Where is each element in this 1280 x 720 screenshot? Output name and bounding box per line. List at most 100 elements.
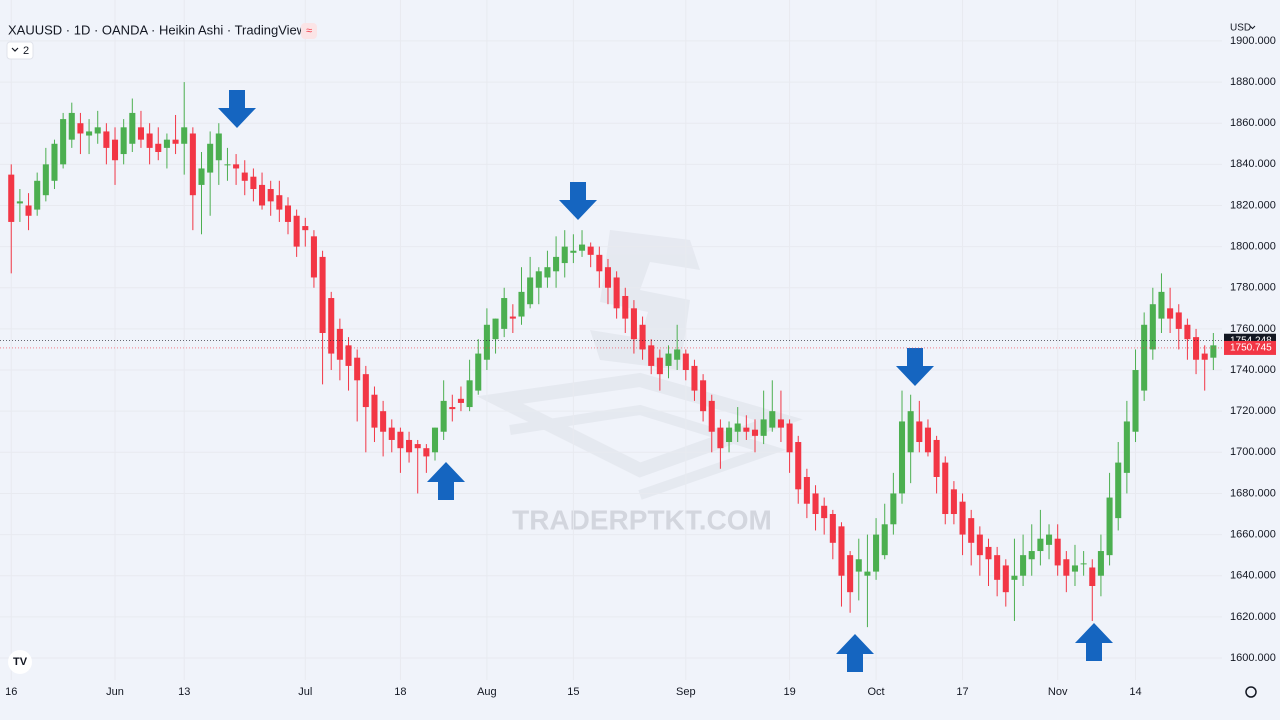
price-tag-label: 1754.248 xyxy=(1230,335,1272,346)
currency-caret xyxy=(1249,25,1256,30)
candle-body xyxy=(60,119,67,165)
candle-body xyxy=(933,439,940,477)
candle-body xyxy=(198,168,205,185)
candle-body xyxy=(1175,312,1182,329)
candle-body xyxy=(51,143,58,181)
tv-logo[interactable]: TV xyxy=(13,656,28,668)
chevron xyxy=(11,47,19,52)
candle-body xyxy=(544,267,551,278)
x-tick-label: 16 xyxy=(5,686,17,698)
candle-body xyxy=(354,357,361,381)
candle-body xyxy=(103,131,110,148)
candle-body xyxy=(665,353,672,366)
candle-body xyxy=(1193,337,1200,360)
candle-body xyxy=(924,427,931,453)
candle-body xyxy=(380,411,387,432)
candle-body xyxy=(622,295,629,319)
candle-body xyxy=(362,374,369,408)
candle-body xyxy=(881,524,888,556)
x-tick-label: Aug xyxy=(477,686,497,698)
candle-body xyxy=(1184,324,1191,340)
candle-body xyxy=(1020,555,1027,576)
candle-body xyxy=(1106,497,1113,556)
y-tick-label: 1840.000 xyxy=(1230,158,1276,170)
candle-body xyxy=(414,444,421,449)
candle-body xyxy=(42,164,49,196)
candle-body xyxy=(890,493,897,525)
candle-body xyxy=(587,246,594,255)
y-tick-label: 1640.000 xyxy=(1230,570,1276,582)
x-tick-label: Jun xyxy=(106,686,124,698)
candle-body xyxy=(717,427,724,449)
y-tick-label: 1660.000 xyxy=(1230,528,1276,540)
candle-body xyxy=(345,345,352,366)
candle-body xyxy=(527,277,534,305)
candle-body xyxy=(501,298,508,329)
candle-body xyxy=(336,328,343,360)
y-tick-label: 1760.000 xyxy=(1230,323,1276,335)
candle-body xyxy=(224,164,231,166)
candle-body xyxy=(760,419,767,436)
candle-body xyxy=(950,489,957,515)
candle-body xyxy=(1080,563,1087,565)
candle-body xyxy=(86,131,93,136)
candle-body xyxy=(1141,324,1148,391)
candle-body xyxy=(596,254,603,272)
price-tag xyxy=(1224,340,1276,355)
candle-body xyxy=(838,526,845,576)
price-tag-label: 1750.745 xyxy=(1230,343,1272,354)
candle-body xyxy=(241,172,248,181)
arrows xyxy=(218,90,1113,672)
x-tick-label: 17 xyxy=(956,686,968,698)
candle-body xyxy=(847,555,854,593)
candle-body xyxy=(812,493,819,515)
candle-body xyxy=(457,398,464,403)
y-tick-label: 1880.000 xyxy=(1230,76,1276,88)
indicator-count: 2 xyxy=(23,45,29,57)
candle-body xyxy=(172,139,179,144)
x-tick-label: Oct xyxy=(868,686,885,698)
candle-body xyxy=(942,462,949,515)
candle-body xyxy=(821,505,828,519)
candle-body xyxy=(613,277,620,309)
candle-body xyxy=(388,427,395,440)
status-icon: ≈ xyxy=(306,25,312,37)
x-tick-label: 19 xyxy=(783,686,795,698)
x-tick-label: 13 xyxy=(178,686,190,698)
candle-body xyxy=(916,421,923,443)
x-tick-label: Jul xyxy=(298,686,312,698)
candle-body xyxy=(34,180,41,210)
currency[interactable]: USD xyxy=(1230,23,1251,34)
x-tick-label: Sep xyxy=(676,686,696,698)
y-tick-label: 1860.000 xyxy=(1230,117,1276,129)
candle-body xyxy=(181,127,188,144)
candle-body xyxy=(163,139,170,148)
candle-body xyxy=(1097,551,1104,576)
x-tick-label: 15 xyxy=(567,686,579,698)
candle-body xyxy=(803,476,810,504)
arrow-down xyxy=(896,348,934,386)
arrow-down xyxy=(218,90,256,128)
candle-body xyxy=(94,127,101,134)
candle-body xyxy=(111,139,119,161)
tv-logo-bg xyxy=(8,650,32,674)
candle-body xyxy=(1028,551,1035,560)
candle-body xyxy=(371,394,378,428)
candle-body xyxy=(1132,370,1139,432)
settings-icon[interactable] xyxy=(1245,686,1257,698)
y-tick-label: 1620.000 xyxy=(1230,611,1276,623)
axes: 1600.000 1620.000 1640.000 1660.000 1680.000… xyxy=(0,35,1276,698)
candle-body xyxy=(1063,559,1070,576)
indicator-toggle[interactable] xyxy=(6,41,34,60)
candle-body xyxy=(1046,534,1053,545)
grid xyxy=(0,0,1222,680)
candle-body xyxy=(406,439,413,453)
candle-body xyxy=(1149,304,1156,350)
candle-body xyxy=(129,112,136,144)
candle-body xyxy=(726,427,733,443)
arrow-up xyxy=(427,462,465,500)
candle-body xyxy=(743,427,750,432)
